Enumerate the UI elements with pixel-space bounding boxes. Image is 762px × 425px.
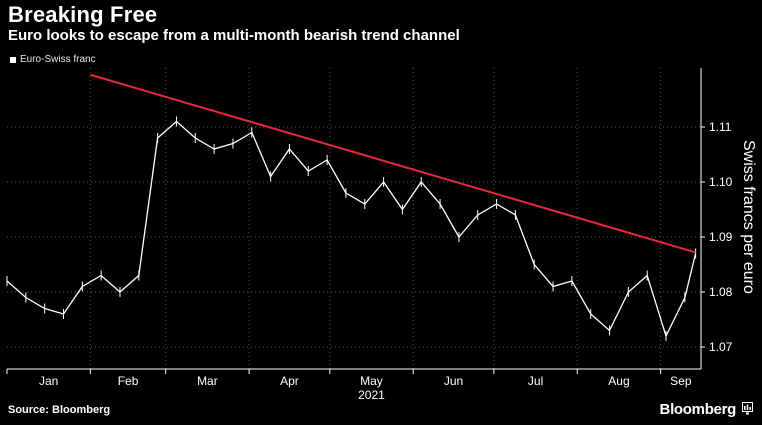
- y-tick-label: 1.11: [709, 120, 732, 134]
- x-axis-year-label: 2021: [358, 388, 385, 402]
- legend: Euro-Swiss franc: [10, 54, 96, 65]
- legend-label: Euro-Swiss franc: [20, 54, 96, 65]
- y-tick-label: 1.09: [709, 230, 733, 244]
- brand-logo: Bloomberg: [659, 401, 737, 418]
- y-tick-label: 1.08: [709, 285, 733, 299]
- y-tick-label: 1.10: [709, 175, 733, 189]
- x-tick-label: May: [360, 374, 383, 388]
- x-tick-label: Feb: [118, 374, 139, 388]
- y-axis-label: Swiss francs per euro: [740, 140, 757, 294]
- trendline: [90, 73, 696, 254]
- x-tick-label: Mar: [197, 374, 218, 388]
- price-series: [6, 116, 697, 341]
- legend-swatch: [10, 56, 16, 63]
- price-line: [6, 120, 697, 338]
- gridlines: [7, 68, 701, 369]
- chart-title: Breaking Free: [8, 2, 158, 27]
- x-axis: Jan Feb Mar Apr May Jun Jul Aug Sep 2021: [6, 368, 701, 402]
- bloomberg-terminal-icon: [742, 402, 753, 415]
- x-tick-label: Jun: [444, 374, 463, 388]
- x-tick-label: Sep: [670, 374, 692, 388]
- chart-subtitle: Euro looks to escape from a multi-month …: [8, 27, 460, 44]
- y-tick-label: 1.07: [709, 340, 733, 354]
- source-note: Source: Bloomberg: [8, 404, 111, 416]
- trendline-series: [90, 73, 696, 254]
- x-tick-label: Aug: [608, 374, 629, 388]
- x-tick-label: Jul: [528, 374, 543, 388]
- x-tick-label: Jan: [39, 374, 58, 388]
- x-tick-label: Apr: [280, 374, 299, 388]
- y-axis: 1.07 1.08 1.09 1.10 1.11: [700, 68, 733, 369]
